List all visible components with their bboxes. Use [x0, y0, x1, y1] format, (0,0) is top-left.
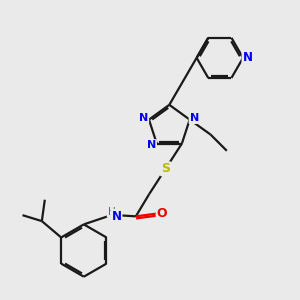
Text: N: N [147, 140, 156, 150]
Text: N: N [190, 113, 199, 123]
Text: N: N [139, 113, 148, 123]
Text: S: S [161, 162, 170, 175]
Text: O: O [157, 207, 167, 220]
Text: H: H [108, 207, 115, 217]
Text: N: N [242, 51, 253, 64]
Text: N: N [112, 210, 122, 223]
